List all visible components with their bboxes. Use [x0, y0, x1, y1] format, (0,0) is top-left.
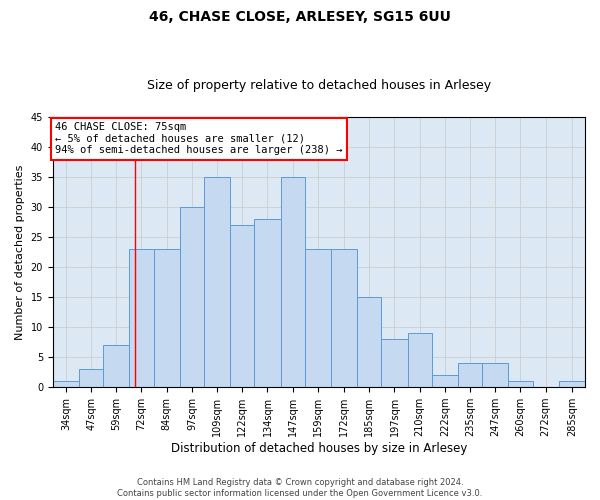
Bar [103, 345, 130, 387]
Bar [508, 381, 533, 387]
Bar [204, 177, 230, 387]
Bar [357, 297, 382, 387]
Y-axis label: Number of detached properties: Number of detached properties [15, 164, 25, 340]
Bar [382, 339, 407, 387]
Bar [254, 219, 281, 387]
Bar [281, 177, 305, 387]
Bar [230, 225, 254, 387]
Bar [305, 249, 331, 387]
Bar [458, 363, 482, 387]
Bar [180, 207, 204, 387]
Bar [407, 333, 432, 387]
Bar [53, 381, 79, 387]
X-axis label: Distribution of detached houses by size in Arlesey: Distribution of detached houses by size … [171, 442, 467, 455]
Bar [331, 249, 357, 387]
Bar [79, 369, 103, 387]
Bar [154, 249, 180, 387]
Bar [130, 249, 154, 387]
Text: Contains HM Land Registry data © Crown copyright and database right 2024.
Contai: Contains HM Land Registry data © Crown c… [118, 478, 482, 498]
Bar [482, 363, 508, 387]
Text: 46 CHASE CLOSE: 75sqm
← 5% of detached houses are smaller (12)
94% of semi-detac: 46 CHASE CLOSE: 75sqm ← 5% of detached h… [55, 122, 343, 156]
Title: Size of property relative to detached houses in Arlesey: Size of property relative to detached ho… [147, 79, 491, 92]
Bar [432, 375, 458, 387]
Text: 46, CHASE CLOSE, ARLESEY, SG15 6UU: 46, CHASE CLOSE, ARLESEY, SG15 6UU [149, 10, 451, 24]
Bar [559, 381, 585, 387]
